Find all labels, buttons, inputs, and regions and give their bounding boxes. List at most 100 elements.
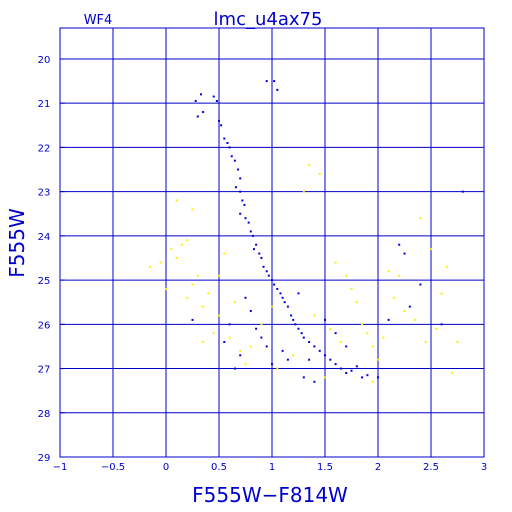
data-point <box>329 327 332 330</box>
data-point <box>196 274 199 277</box>
data-point <box>149 265 152 268</box>
data-point <box>387 318 390 321</box>
data-point <box>273 80 276 83</box>
data-point <box>324 376 326 379</box>
y-tick-label: 23 <box>38 188 51 199</box>
data-point <box>334 363 337 366</box>
data-point <box>297 327 300 330</box>
data-point <box>313 380 316 383</box>
data-point <box>180 243 183 246</box>
data-point <box>366 332 369 335</box>
data-point <box>220 124 223 127</box>
data-point <box>382 336 385 339</box>
data-point <box>286 358 289 361</box>
data-point <box>239 349 242 352</box>
data-point <box>218 314 220 317</box>
data-point <box>339 341 342 344</box>
data-point <box>244 217 247 220</box>
data-point <box>345 274 348 277</box>
axis-ticks: −1 −0.5 0 0.5 1 1.5 2 2.5 3 20 21 22 23 24 25 26 27 28 29 <box>38 55 488 473</box>
data-point <box>223 252 226 255</box>
chart-title: lmc_u4ax75 <box>214 9 323 30</box>
data-point <box>292 354 295 357</box>
x-tick-label: 0.5 <box>211 462 227 473</box>
data-point <box>424 341 427 344</box>
data-point <box>281 349 284 352</box>
data-point <box>371 380 374 383</box>
data-point <box>276 88 279 91</box>
data-point <box>233 367 236 370</box>
data-point <box>355 301 358 304</box>
data-point <box>194 99 197 102</box>
data-point <box>408 305 411 308</box>
x-tick-label: −1 <box>53 462 68 473</box>
data-point <box>165 287 167 290</box>
data-point <box>234 186 237 189</box>
data-point <box>456 341 459 344</box>
data-point <box>398 274 401 277</box>
data-point <box>207 292 210 295</box>
x-tick-label: 2.5 <box>423 462 439 473</box>
data-point <box>223 137 226 140</box>
data-point <box>244 296 247 299</box>
chart-subtitle: WF4 <box>84 13 113 28</box>
data-point <box>237 168 240 171</box>
data-point <box>265 80 268 83</box>
data-point <box>239 177 242 180</box>
data-point <box>297 292 300 295</box>
y-tick-label: 28 <box>38 409 51 420</box>
data-point <box>308 164 311 167</box>
data-point <box>334 261 337 264</box>
data-point <box>430 248 432 251</box>
data-point <box>252 248 255 251</box>
data-point <box>228 323 231 326</box>
data-point <box>196 115 199 118</box>
data-point <box>419 217 422 220</box>
data-point <box>262 265 265 268</box>
data-point <box>350 369 353 372</box>
data-point <box>345 345 348 348</box>
data-point <box>273 283 276 286</box>
data-point <box>292 318 295 321</box>
x-axis-label: F555W−F814W <box>192 483 348 507</box>
data-point <box>392 296 395 299</box>
data-point <box>377 376 379 379</box>
data-point <box>324 354 326 357</box>
data-point <box>228 336 231 339</box>
data-point <box>230 155 233 158</box>
data-point <box>243 203 246 206</box>
data-point <box>302 376 305 379</box>
data-point <box>267 274 270 277</box>
x-tick-label: 0 <box>163 462 169 473</box>
data-point <box>212 95 215 98</box>
data-point <box>218 119 220 122</box>
data-point <box>244 363 247 366</box>
data-point <box>175 199 178 202</box>
data-point <box>239 212 242 215</box>
data-point <box>249 310 252 313</box>
data-point <box>260 336 263 339</box>
plot-grid <box>59 28 485 458</box>
data-point <box>324 318 326 321</box>
y-tick-label: 27 <box>38 365 51 376</box>
data-point <box>290 314 293 317</box>
data-point <box>440 323 443 326</box>
data-point <box>414 318 417 321</box>
data-point <box>302 336 305 339</box>
data-point <box>366 374 369 377</box>
data-point <box>202 305 205 308</box>
data-point <box>451 371 454 374</box>
data-point <box>239 354 242 357</box>
data-point <box>329 358 332 361</box>
y-tick-label: 29 <box>38 453 51 464</box>
data-point <box>191 208 194 211</box>
data-point <box>191 318 194 321</box>
data-point <box>445 265 448 268</box>
data-point <box>371 345 374 348</box>
y-axis-label: F555W <box>5 208 29 278</box>
data-point <box>170 248 173 251</box>
y-tick-label: 24 <box>38 232 51 243</box>
scatter-points <box>149 80 464 383</box>
data-point <box>283 301 286 304</box>
data-point <box>318 349 321 352</box>
